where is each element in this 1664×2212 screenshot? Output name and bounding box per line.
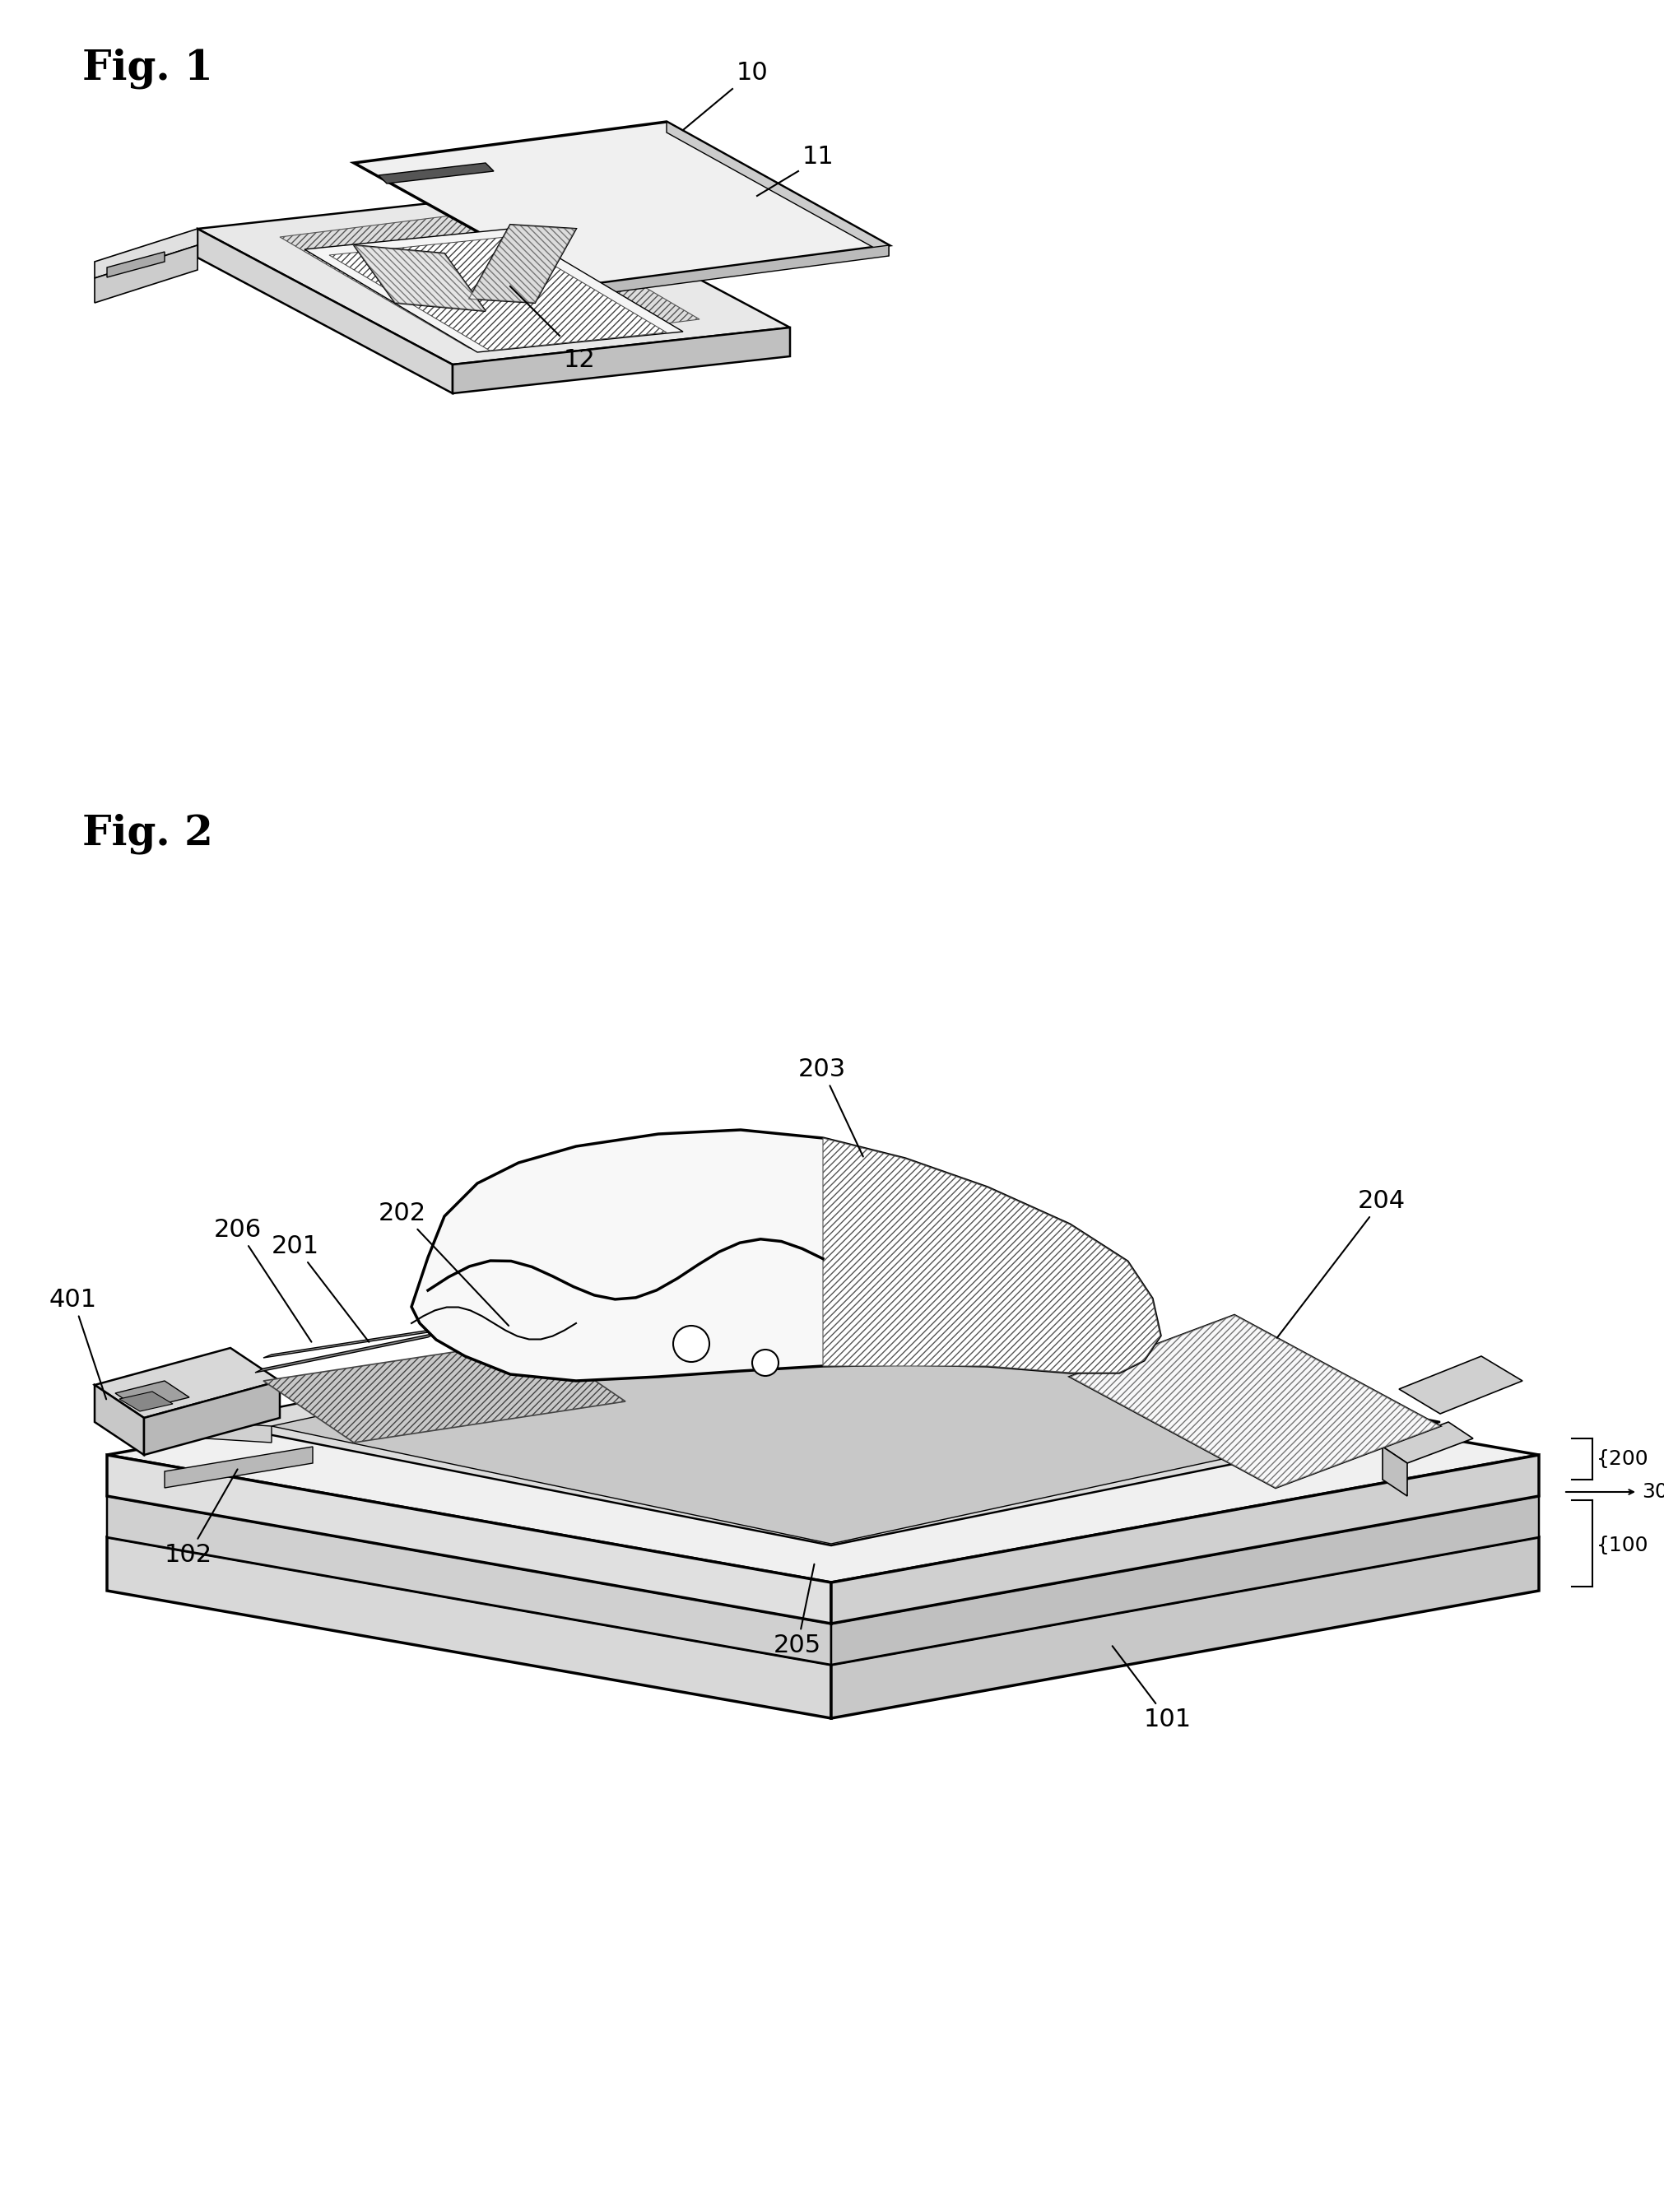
Polygon shape [354,122,889,285]
Polygon shape [95,228,198,279]
Polygon shape [198,192,790,365]
Polygon shape [263,1340,626,1442]
Polygon shape [271,1310,1374,1544]
Polygon shape [305,228,682,352]
Polygon shape [832,1495,1539,1666]
Polygon shape [106,1495,832,1666]
Text: {200: {200 [1596,1449,1649,1469]
Polygon shape [206,1298,1439,1546]
Polygon shape [824,1139,1160,1374]
Text: 11: 11 [802,144,834,168]
Polygon shape [469,226,576,303]
Polygon shape [198,228,453,394]
Polygon shape [576,246,889,296]
Polygon shape [1383,1422,1473,1462]
Circle shape [752,1349,779,1376]
Polygon shape [95,1385,145,1455]
Polygon shape [411,1130,1160,1380]
Polygon shape [667,122,889,257]
Polygon shape [453,327,790,394]
Text: {100: {100 [1596,1535,1649,1555]
Text: 204: 204 [1276,1190,1406,1338]
Text: 101: 101 [1112,1646,1191,1732]
Text: 102: 102 [165,1469,238,1566]
Text: 12: 12 [564,347,596,372]
Polygon shape [106,1537,832,1719]
Polygon shape [95,1347,280,1418]
Polygon shape [206,1422,271,1442]
Text: 300: 300 [1642,1482,1664,1502]
Polygon shape [106,1409,1539,1666]
Text: 202: 202 [378,1201,509,1325]
Text: 201: 201 [271,1234,369,1343]
Text: 401: 401 [50,1287,106,1400]
Polygon shape [106,252,165,276]
Polygon shape [378,164,494,184]
Polygon shape [106,1369,1539,1624]
Polygon shape [263,1314,527,1358]
Polygon shape [120,1391,173,1411]
Circle shape [674,1325,709,1363]
Polygon shape [1399,1356,1523,1413]
Polygon shape [255,1334,436,1374]
Polygon shape [469,226,576,303]
Text: 203: 203 [799,1057,864,1157]
Polygon shape [354,246,486,312]
Polygon shape [106,1455,832,1624]
Polygon shape [354,246,486,312]
Polygon shape [1383,1447,1408,1495]
Polygon shape [95,246,198,303]
Polygon shape [106,1327,1539,1582]
Polygon shape [329,237,667,349]
Polygon shape [280,208,699,347]
Polygon shape [1070,1314,1439,1489]
Text: Fig. 2: Fig. 2 [82,814,213,854]
Polygon shape [115,1380,190,1409]
Polygon shape [832,1455,1539,1624]
Polygon shape [165,1447,313,1489]
Text: 10: 10 [737,62,769,84]
Text: Fig. 1: Fig. 1 [82,49,213,88]
Text: 205: 205 [774,1564,822,1657]
Polygon shape [145,1380,280,1455]
Text: 206: 206 [215,1219,311,1343]
Polygon shape [1070,1314,1439,1489]
Polygon shape [832,1537,1539,1719]
